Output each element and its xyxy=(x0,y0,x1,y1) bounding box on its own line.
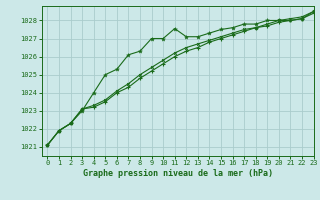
X-axis label: Graphe pression niveau de la mer (hPa): Graphe pression niveau de la mer (hPa) xyxy=(83,169,273,178)
